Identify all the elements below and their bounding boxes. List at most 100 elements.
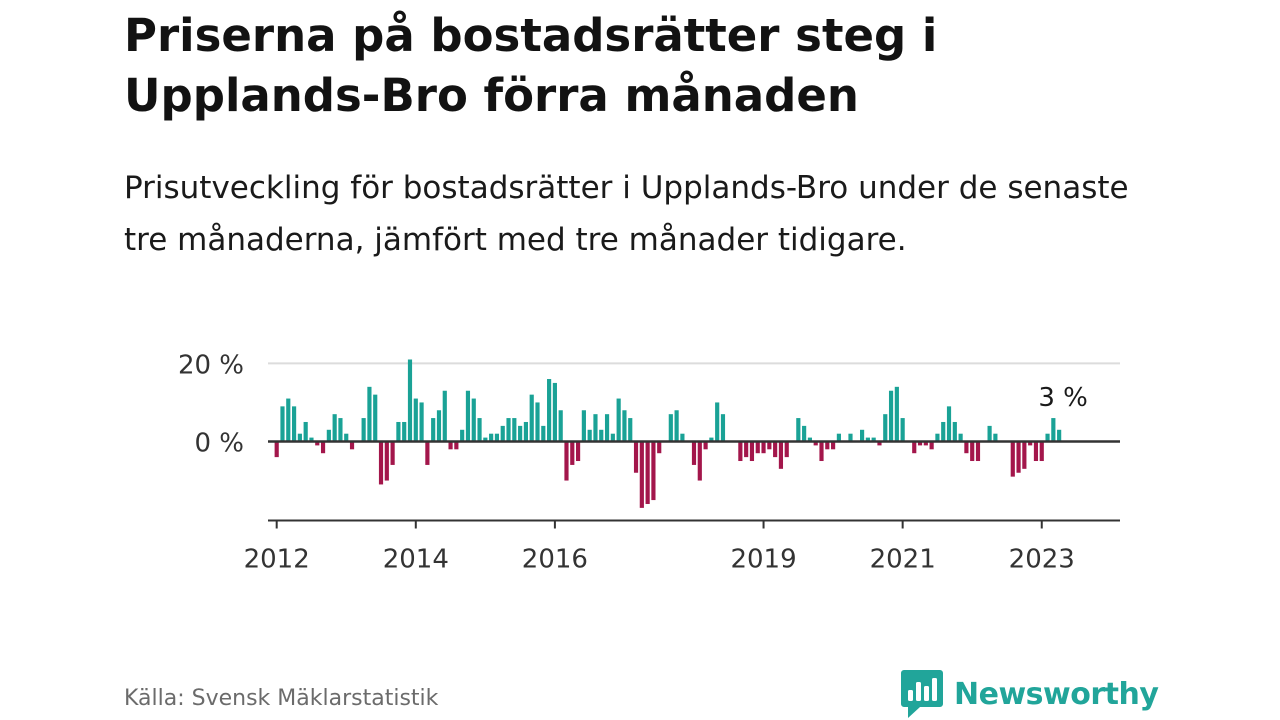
- bar: [564, 441, 569, 481]
- bar: [639, 441, 644, 508]
- bar: [332, 414, 337, 442]
- bar: [1028, 441, 1033, 446]
- bar: [344, 433, 349, 442]
- bar: [367, 386, 372, 442]
- bar: [657, 441, 662, 454]
- bar: [674, 410, 679, 442]
- bar: [773, 441, 778, 458]
- bar: [599, 429, 604, 442]
- y-tick-label: 0 %: [194, 429, 244, 459]
- bar: [494, 433, 500, 442]
- bar: [448, 441, 453, 450]
- bar: [552, 382, 557, 442]
- bar: [778, 441, 784, 469]
- bar: [744, 441, 749, 458]
- bar: [361, 418, 366, 442]
- bar: [709, 437, 714, 442]
- bar: [471, 398, 476, 442]
- bar: [309, 437, 314, 442]
- bar: [1033, 441, 1039, 462]
- bar: [651, 441, 656, 501]
- bar: [697, 441, 702, 481]
- bar: [633, 441, 639, 473]
- bar: [993, 433, 998, 442]
- bar: [917, 441, 923, 446]
- bar: [767, 441, 772, 450]
- bar: [396, 421, 401, 442]
- bar-chart: 20 % 0 % 2012 2014 2016 2019 2021 2023 3 %: [178, 350, 1120, 575]
- axes: 20 % 0 % 2012 2014 2016 2019 2021 2023 3 %: [178, 350, 1120, 575]
- bar-series: [274, 359, 1062, 508]
- bar: [691, 441, 697, 465]
- bar: [431, 418, 436, 442]
- bar: [373, 394, 378, 442]
- bar: [715, 402, 720, 442]
- newsworthy-logo[interactable]: Newsworthy: [900, 668, 1159, 720]
- bar: [587, 429, 592, 442]
- bar: [349, 441, 355, 450]
- bar: [935, 433, 940, 442]
- x-tick-label: 2016: [522, 545, 588, 575]
- bar: [547, 379, 552, 442]
- bar: [848, 433, 853, 442]
- bar: [286, 398, 291, 442]
- bar: [784, 441, 789, 458]
- newsworthy-logo-icon: [901, 670, 943, 718]
- bar: [761, 441, 766, 454]
- bar: [529, 394, 534, 442]
- bar: [796, 418, 801, 442]
- bar: [888, 390, 894, 442]
- bar: [871, 437, 876, 442]
- bar: [518, 425, 523, 442]
- bar: [720, 414, 726, 442]
- bar: [865, 437, 870, 442]
- bar: [541, 425, 546, 442]
- bar: [894, 386, 899, 442]
- bar: [489, 433, 494, 442]
- bar: [500, 425, 505, 442]
- bar: [668, 414, 673, 442]
- bar: [320, 441, 326, 454]
- bar: [402, 421, 407, 442]
- bar: [645, 441, 650, 504]
- bar: [390, 441, 395, 465]
- bar: [819, 441, 824, 462]
- x-tick-label: 2021: [870, 545, 936, 575]
- bar: [958, 433, 963, 442]
- x-tick-label: 2023: [1009, 545, 1075, 575]
- bar: [338, 418, 343, 442]
- bar: [315, 441, 320, 446]
- bar: [964, 441, 969, 454]
- bar: [1057, 429, 1062, 442]
- bar: [593, 414, 598, 442]
- bar: [413, 398, 418, 442]
- bar: [1022, 441, 1027, 469]
- bar: [465, 390, 471, 442]
- bar: [303, 421, 308, 442]
- bar: [975, 441, 981, 462]
- bar: [703, 441, 708, 450]
- y-tick-label: 20 %: [178, 350, 244, 380]
- bar: [1039, 441, 1044, 462]
- bar: [616, 398, 621, 442]
- bar: [680, 433, 685, 442]
- bar: [280, 406, 285, 442]
- bar: [987, 425, 992, 442]
- bar: [877, 441, 882, 446]
- bar: [442, 390, 447, 442]
- bar: [860, 429, 865, 442]
- bar: [407, 359, 413, 442]
- newsworthy-logo-text: Newsworthy: [954, 676, 1159, 712]
- bar: [900, 418, 905, 442]
- bar: [274, 441, 279, 458]
- bar: [558, 410, 563, 442]
- bar: [384, 441, 389, 481]
- bar: [941, 421, 946, 442]
- bar: [831, 441, 836, 450]
- source-credit: Källa: Svensk Mäklarstatistik: [124, 686, 439, 711]
- bar: [738, 441, 743, 462]
- x-tick-label: 2012: [244, 545, 310, 575]
- bar: [425, 441, 430, 465]
- bar: [535, 402, 540, 442]
- bar: [836, 433, 841, 442]
